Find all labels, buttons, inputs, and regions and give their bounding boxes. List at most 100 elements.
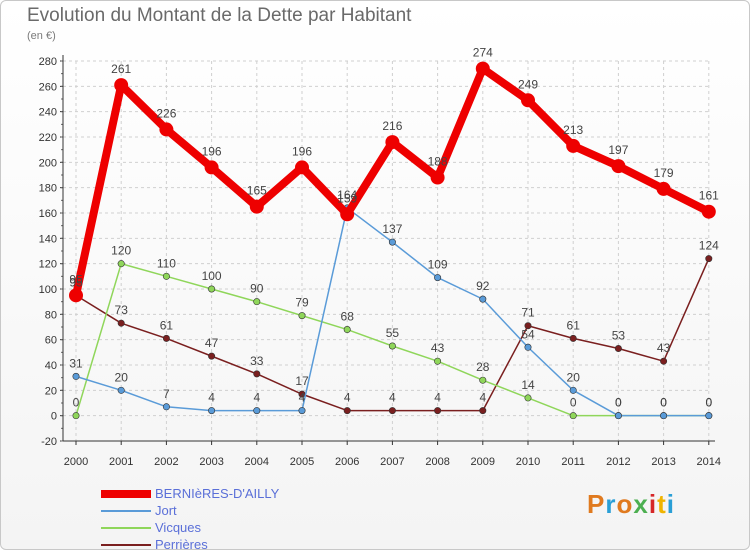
proxiti-logo: Proxiti <box>587 489 675 520</box>
data-point <box>614 345 622 353</box>
data-label: 79 <box>295 296 309 310</box>
data-label: 4 <box>208 391 215 405</box>
data-label: 28 <box>476 360 490 374</box>
data-label: 71 <box>521 306 535 320</box>
data-label: 43 <box>657 341 671 355</box>
legend-label: Vicques <box>155 520 202 535</box>
x-tick-label: 2014 <box>697 456 721 468</box>
data-label: 165 <box>247 184 267 198</box>
chart-title: Evolution du Montant de la Dette par Hab… <box>27 5 412 26</box>
data-point <box>430 170 445 185</box>
data-point <box>705 255 713 263</box>
data-point <box>117 386 125 394</box>
y-tick-label: 260 <box>39 81 57 93</box>
data-point <box>660 412 668 420</box>
data-point <box>705 412 713 420</box>
legend-label: BERNIèRES-D'AILLY <box>155 486 280 501</box>
data-point <box>479 376 487 384</box>
data-label: 61 <box>160 318 174 332</box>
x-tick-label: 2013 <box>651 456 675 468</box>
data-point <box>295 160 309 175</box>
data-point <box>614 412 622 420</box>
data-point <box>521 93 535 108</box>
data-point <box>434 357 442 365</box>
data-label: 4 <box>299 391 306 405</box>
data-point <box>385 135 400 150</box>
data-label: 197 <box>608 143 628 157</box>
y-tick-label: 0 <box>51 411 57 423</box>
data-label: 261 <box>111 62 131 76</box>
data-point <box>162 272 170 280</box>
data-label: 124 <box>699 239 719 253</box>
data-point <box>479 407 487 415</box>
logo-letter: o <box>616 489 634 519</box>
data-point <box>388 238 396 246</box>
data-label: 164 <box>337 188 357 202</box>
data-label: 95 <box>69 275 83 289</box>
data-label: 216 <box>382 119 402 133</box>
data-label: 0 <box>615 396 622 410</box>
data-point <box>656 181 671 196</box>
data-point <box>208 352 216 360</box>
y-axis: -20 0 20 40 60 80 100 120 140 160 180 200 220 240 260 2… <box>39 55 64 448</box>
x-tick-label: 2002 <box>154 456 178 468</box>
data-label: 137 <box>382 222 402 236</box>
data-label: 0 <box>615 396 622 410</box>
data-label: 95 <box>69 272 83 286</box>
data-point <box>253 370 261 378</box>
x-tick-label: 2004 <box>245 456 269 468</box>
data-label: 161 <box>699 189 719 203</box>
legend-swatch <box>101 490 151 498</box>
data-label: 179 <box>654 166 674 180</box>
data-point <box>566 138 581 153</box>
x-tick-label: 2008 <box>425 456 449 468</box>
logo-letter: r <box>605 489 617 519</box>
x-tick-label: 2011 <box>561 456 585 468</box>
data-point <box>208 285 216 293</box>
y-tick-label: 240 <box>39 107 57 119</box>
x-tick-label: 2010 <box>516 456 540 468</box>
data-label: 0 <box>705 396 712 410</box>
x-tick-label: 2005 <box>290 456 314 468</box>
data-point <box>114 78 129 93</box>
data-point <box>524 394 532 402</box>
y-tick-label: 140 <box>39 233 57 245</box>
y-tick-label: 120 <box>39 259 57 271</box>
data-label: 109 <box>428 258 448 272</box>
data-label: 274 <box>473 46 493 60</box>
data-point <box>434 274 442 282</box>
y-tick-label: -20 <box>41 436 57 448</box>
data-label: 249 <box>518 77 538 91</box>
data-label: 90 <box>250 282 264 296</box>
data-point <box>434 407 442 415</box>
data-point <box>159 122 174 137</box>
logo-letter: x <box>633 489 649 519</box>
legend-swatch <box>101 544 151 546</box>
data-point <box>253 407 261 415</box>
data-label: 100 <box>202 269 222 283</box>
y-tick-label: 40 <box>45 360 57 372</box>
data-label: 159 <box>337 191 357 205</box>
y-tick-label: 20 <box>45 385 57 397</box>
y-tick-label: 220 <box>39 132 57 144</box>
x-tick-label: 2003 <box>199 456 223 468</box>
data-label: 33 <box>250 354 264 368</box>
data-point <box>117 260 125 268</box>
data-label: 68 <box>341 310 355 324</box>
data-point <box>343 326 351 334</box>
data-point <box>475 61 490 76</box>
data-point <box>204 160 219 175</box>
data-label: 4 <box>479 391 486 405</box>
data-label: 14 <box>521 378 535 392</box>
data-label: 92 <box>476 279 490 293</box>
y-tick-label: 60 <box>45 335 57 347</box>
data-label: 61 <box>567 318 581 332</box>
data-point <box>253 298 261 306</box>
data-point <box>117 319 125 327</box>
data-label: 226 <box>156 106 176 120</box>
data-label: 53 <box>612 329 626 343</box>
data-label: 0 <box>660 396 667 410</box>
y-tick-label: 160 <box>39 208 57 220</box>
